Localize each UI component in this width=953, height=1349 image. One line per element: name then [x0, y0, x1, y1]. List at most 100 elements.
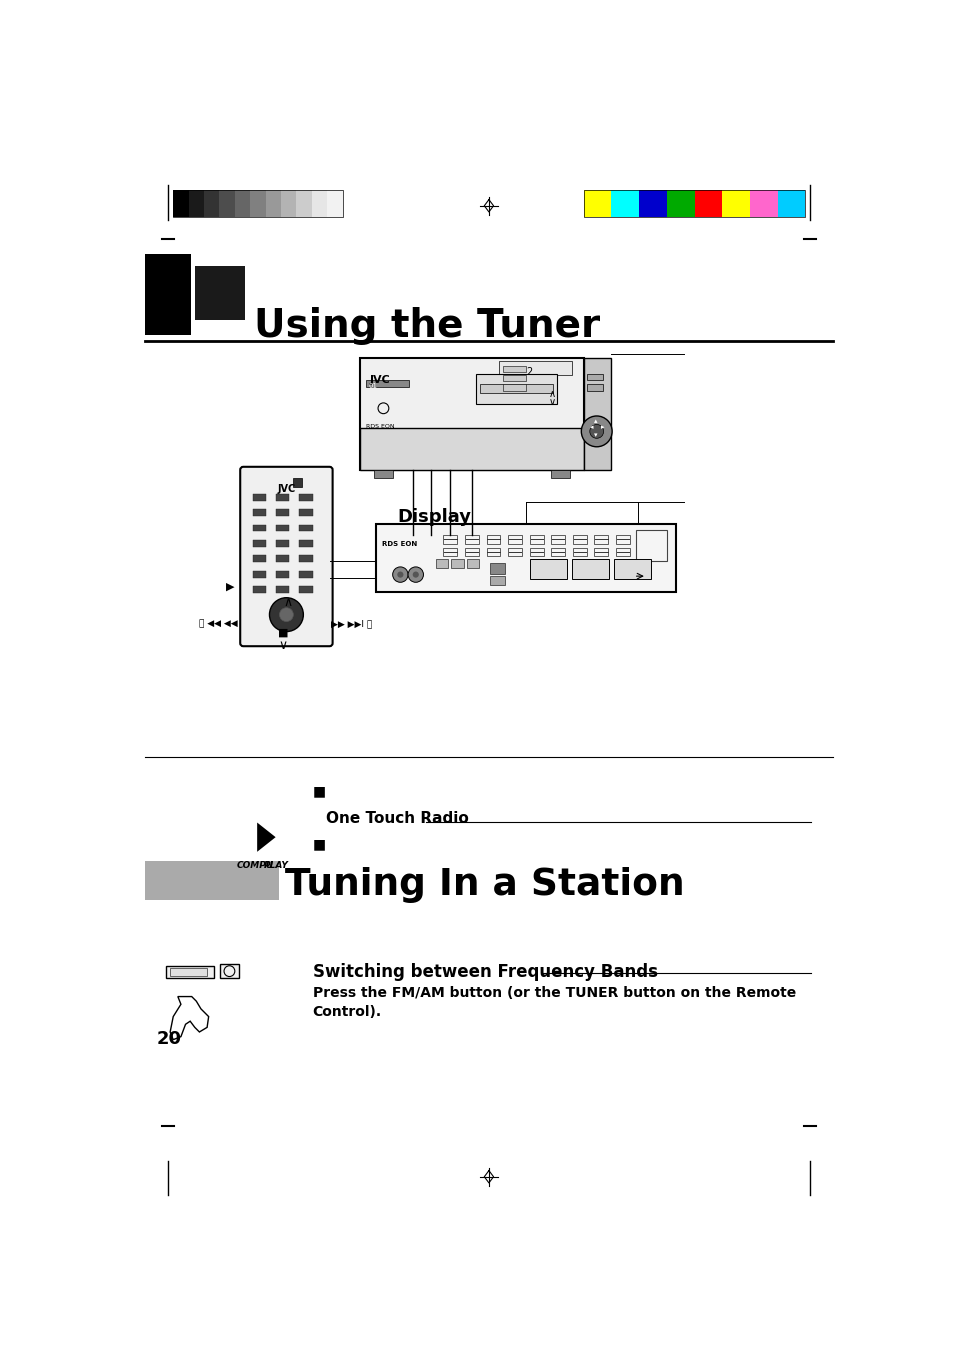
- Text: One Touch Radio: One Touch Radio: [325, 811, 468, 826]
- Bar: [616, 548, 629, 556]
- Bar: [529, 548, 543, 556]
- Bar: [464, 548, 478, 556]
- Text: JVC: JVC: [277, 484, 295, 494]
- Bar: [366, 380, 409, 387]
- Bar: [489, 563, 504, 573]
- Bar: [508, 536, 521, 544]
- Text: RDS EON: RDS EON: [381, 541, 416, 546]
- Text: ▸: ▸: [600, 425, 603, 430]
- Bar: [173, 190, 189, 217]
- Text: ▾: ▾: [593, 432, 597, 438]
- Bar: [572, 560, 608, 579]
- Bar: [293, 478, 301, 487]
- Text: RDS EON: RDS EON: [366, 424, 395, 429]
- Text: COMPU: COMPU: [237, 861, 274, 870]
- Bar: [498, 362, 572, 375]
- Bar: [173, 190, 342, 217]
- Bar: [170, 969, 207, 975]
- Bar: [298, 587, 313, 594]
- Text: JVC: JVC: [369, 375, 390, 386]
- Bar: [275, 556, 289, 563]
- Bar: [508, 548, 521, 556]
- Text: ■: ■: [313, 784, 325, 799]
- Bar: [250, 190, 265, 217]
- Text: ◂: ◂: [589, 425, 593, 430]
- Bar: [476, 374, 557, 405]
- Bar: [312, 190, 327, 217]
- Bar: [204, 190, 219, 217]
- Bar: [587, 374, 602, 380]
- Bar: [594, 536, 608, 544]
- Bar: [583, 190, 804, 217]
- Bar: [583, 190, 611, 217]
- Bar: [583, 359, 610, 469]
- Bar: [253, 571, 266, 577]
- Bar: [639, 190, 666, 217]
- Bar: [253, 587, 266, 594]
- Bar: [275, 540, 289, 546]
- Text: 01: 01: [368, 383, 376, 389]
- Text: ▶▶ ▶▶I 〉: ▶▶ ▶▶I 〉: [331, 619, 372, 629]
- Circle shape: [279, 607, 293, 622]
- Text: ■: ■: [277, 627, 288, 638]
- Bar: [502, 375, 525, 382]
- Text: ■: ■: [313, 838, 325, 851]
- Bar: [502, 366, 525, 372]
- Bar: [479, 383, 552, 393]
- Bar: [296, 190, 312, 217]
- Bar: [451, 560, 463, 568]
- Text: Display: Display: [396, 509, 471, 526]
- Bar: [275, 494, 289, 500]
- Bar: [234, 190, 250, 217]
- Bar: [572, 548, 586, 556]
- Bar: [298, 571, 313, 577]
- Text: ∧: ∧: [283, 596, 293, 608]
- Bar: [594, 548, 608, 556]
- Bar: [611, 190, 639, 217]
- FancyBboxPatch shape: [240, 467, 333, 646]
- Bar: [327, 190, 342, 217]
- Text: Tuning In a Station: Tuning In a Station: [285, 867, 684, 904]
- Circle shape: [589, 425, 603, 438]
- Circle shape: [413, 572, 418, 577]
- Bar: [145, 861, 279, 900]
- Bar: [253, 540, 266, 546]
- Bar: [529, 536, 543, 544]
- Bar: [777, 190, 804, 217]
- Bar: [145, 254, 191, 335]
- Bar: [281, 190, 296, 217]
- Bar: [253, 494, 266, 500]
- Bar: [265, 190, 281, 217]
- Bar: [298, 525, 313, 532]
- Bar: [749, 190, 777, 217]
- Bar: [275, 587, 289, 594]
- Bar: [220, 965, 238, 978]
- Bar: [374, 469, 393, 478]
- Bar: [194, 266, 245, 320]
- Bar: [443, 536, 456, 544]
- Bar: [253, 556, 266, 563]
- Bar: [616, 536, 629, 544]
- Text: Switching between Frequency Bands: Switching between Frequency Bands: [313, 963, 657, 981]
- Text: PLAY: PLAY: [263, 861, 288, 870]
- Bar: [298, 494, 313, 500]
- Bar: [189, 190, 204, 217]
- Bar: [375, 523, 676, 592]
- Bar: [298, 509, 313, 517]
- Bar: [489, 576, 504, 585]
- Bar: [275, 525, 289, 532]
- Circle shape: [269, 598, 303, 631]
- Bar: [551, 536, 564, 544]
- Text: 2: 2: [526, 367, 533, 378]
- Circle shape: [396, 572, 403, 577]
- Bar: [551, 548, 564, 556]
- Bar: [298, 556, 313, 563]
- Bar: [614, 560, 651, 579]
- Bar: [275, 509, 289, 517]
- Bar: [666, 190, 694, 217]
- Text: ∨: ∨: [278, 639, 288, 653]
- Circle shape: [408, 567, 423, 583]
- Text: 〈 ◀◀ ◀◀: 〈 ◀◀ ◀◀: [198, 619, 237, 629]
- Bar: [253, 525, 266, 532]
- Bar: [360, 428, 583, 469]
